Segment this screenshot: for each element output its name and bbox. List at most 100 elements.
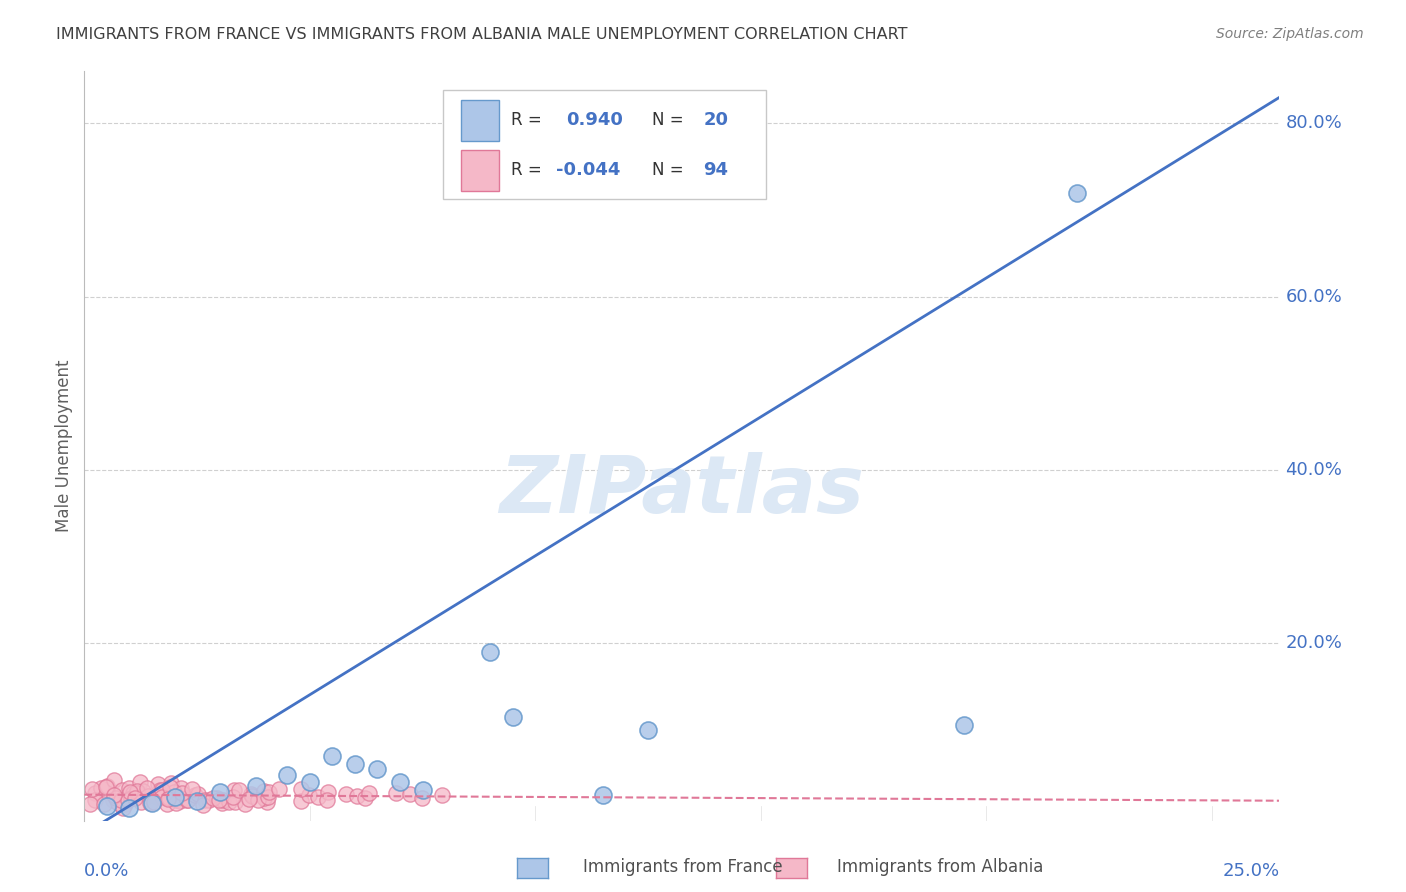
Text: 0.0%: 0.0% xyxy=(84,862,129,880)
Text: 20: 20 xyxy=(703,111,728,129)
Point xyxy=(94,780,117,794)
Point xyxy=(253,791,276,805)
Point xyxy=(169,794,191,808)
Point xyxy=(343,757,366,772)
Point xyxy=(253,784,276,798)
Point xyxy=(256,795,278,809)
Text: 20.0%: 20.0% xyxy=(1285,634,1343,652)
Point xyxy=(149,782,172,797)
Text: 60.0%: 60.0% xyxy=(1285,287,1343,306)
Point xyxy=(290,794,312,808)
Point xyxy=(145,789,167,804)
Point xyxy=(246,793,269,807)
Point xyxy=(269,781,291,796)
Point xyxy=(218,795,240,809)
Point xyxy=(224,795,246,809)
Point xyxy=(170,781,193,796)
Point xyxy=(191,797,214,812)
Point xyxy=(125,786,148,800)
Point xyxy=(592,788,614,802)
Point xyxy=(212,793,235,807)
Point xyxy=(502,709,524,723)
Point xyxy=(138,789,160,803)
Point xyxy=(194,792,217,806)
Point xyxy=(201,790,224,805)
Point xyxy=(132,784,155,798)
Point xyxy=(118,800,141,814)
Point xyxy=(141,797,163,811)
Point xyxy=(159,776,181,790)
Point xyxy=(208,793,231,807)
Point xyxy=(103,788,125,802)
Point xyxy=(83,786,105,800)
Point xyxy=(186,794,208,808)
Point xyxy=(211,797,233,811)
Bar xyxy=(461,150,499,192)
Point xyxy=(357,786,380,800)
Text: 25.0%: 25.0% xyxy=(1222,862,1279,880)
Text: Immigrants from France: Immigrants from France xyxy=(583,858,783,876)
Point xyxy=(165,796,187,810)
Point xyxy=(335,787,357,801)
Text: -0.044: -0.044 xyxy=(557,161,621,179)
Text: R =: R = xyxy=(510,111,541,129)
Point xyxy=(399,788,422,802)
Point xyxy=(157,790,180,805)
Point xyxy=(152,789,174,804)
Point xyxy=(430,788,453,802)
Text: IMMIGRANTS FROM FRANCE VS IMMIGRANTS FROM ALBANIA MALE UNEMPLOYMENT CORRELATION : IMMIGRANTS FROM FRANCE VS IMMIGRANTS FRO… xyxy=(56,27,908,42)
Point xyxy=(117,793,139,807)
Point xyxy=(228,782,250,797)
Point xyxy=(156,797,179,811)
Point xyxy=(256,790,278,805)
Text: ZIPatlas: ZIPatlas xyxy=(499,452,865,530)
Point xyxy=(118,785,141,799)
Point xyxy=(152,783,174,797)
Point xyxy=(136,780,159,795)
Point xyxy=(114,797,136,811)
Point xyxy=(316,785,339,799)
Text: 0.940: 0.940 xyxy=(567,111,623,129)
Point xyxy=(952,718,974,732)
Point xyxy=(637,723,659,737)
Point xyxy=(224,783,246,797)
Bar xyxy=(461,100,499,141)
Point xyxy=(187,787,209,801)
Point xyxy=(163,793,186,807)
Point xyxy=(124,790,146,805)
Point xyxy=(177,793,200,807)
Point xyxy=(107,796,129,810)
Point xyxy=(411,791,433,805)
Point xyxy=(346,789,368,804)
Point xyxy=(79,797,101,812)
Text: 40.0%: 40.0% xyxy=(1285,461,1343,479)
Point xyxy=(143,796,166,810)
Text: 80.0%: 80.0% xyxy=(1285,114,1343,132)
Point xyxy=(163,785,186,799)
Point xyxy=(101,793,124,807)
Point xyxy=(170,787,193,801)
Point xyxy=(257,785,280,799)
Text: 94: 94 xyxy=(703,161,728,179)
Point xyxy=(238,792,260,806)
Text: R =: R = xyxy=(510,161,541,179)
Point xyxy=(163,790,186,805)
Point xyxy=(176,790,198,805)
FancyBboxPatch shape xyxy=(443,90,766,199)
Point xyxy=(389,774,412,789)
Point xyxy=(307,790,329,805)
Point xyxy=(118,781,141,796)
Point xyxy=(93,797,115,812)
Point xyxy=(222,789,245,804)
Point xyxy=(136,789,159,804)
Point xyxy=(139,796,162,810)
Point xyxy=(366,762,388,776)
Point xyxy=(184,788,207,802)
Point xyxy=(103,772,125,787)
Y-axis label: Male Unemployment: Male Unemployment xyxy=(55,359,73,533)
Point xyxy=(290,781,312,796)
Point xyxy=(122,786,145,800)
Point xyxy=(96,798,118,813)
Point xyxy=(239,787,262,801)
Point xyxy=(159,780,181,794)
